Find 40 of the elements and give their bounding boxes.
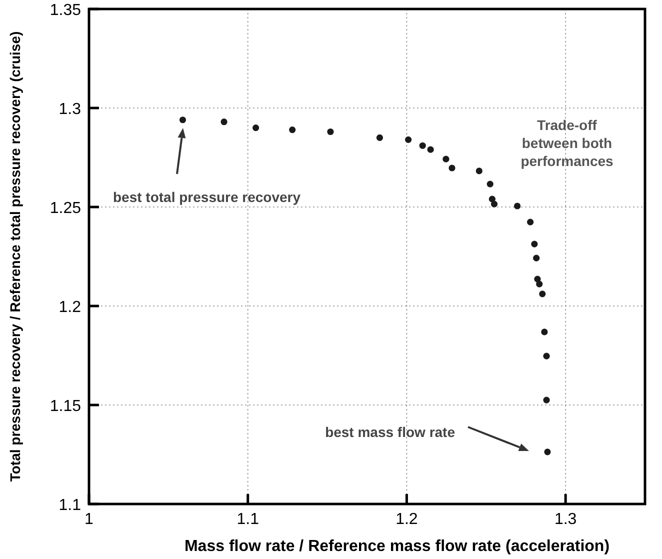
annotation: Trade-off between both performances [520, 117, 614, 169]
point [442, 156, 450, 162]
y-tick-label: 1.15 [50, 398, 82, 415]
point [543, 396, 550, 404]
point [220, 118, 228, 126]
point [527, 218, 534, 226]
point [327, 128, 334, 136]
y-tick-label: 1.25 [50, 200, 82, 217]
x-axis-title: Mass flow rate / Reference mass flow rate (acceleration) [184, 538, 610, 555]
point [179, 116, 186, 124]
y-tick-label: 1.2 [58, 299, 82, 316]
point [427, 146, 434, 153]
point [376, 134, 384, 141]
point [490, 200, 498, 208]
y-tick-label: 1.35 [50, 2, 82, 19]
y-tick-label: 1.1 [58, 497, 82, 514]
y-tick-label: 1.3 [58, 101, 82, 118]
point [405, 136, 412, 143]
point [486, 180, 494, 188]
point [539, 290, 546, 298]
x-tick-label: 1.2 [396, 511, 418, 528]
annotation: best total pressure recovery [113, 189, 301, 205]
point [544, 448, 551, 456]
annotation: best mass flow rate [325, 424, 456, 440]
point [531, 240, 538, 248]
point [252, 124, 260, 132]
point [541, 328, 548, 336]
point [476, 168, 482, 174]
point [289, 126, 296, 134]
x-tick-label: 1.3 [554, 511, 577, 528]
point [536, 280, 543, 288]
x-tick-label: 1.1 [236, 511, 260, 528]
point [488, 196, 496, 202]
point [533, 254, 540, 262]
point [543, 352, 550, 360]
point [514, 202, 521, 210]
x-tick-label: 1 [84, 511, 94, 528]
y-axis-title: Total pressure recovery / Reference total pressure recovery (cruise) [7, 31, 23, 482]
point [419, 142, 426, 149]
point [448, 164, 456, 172]
